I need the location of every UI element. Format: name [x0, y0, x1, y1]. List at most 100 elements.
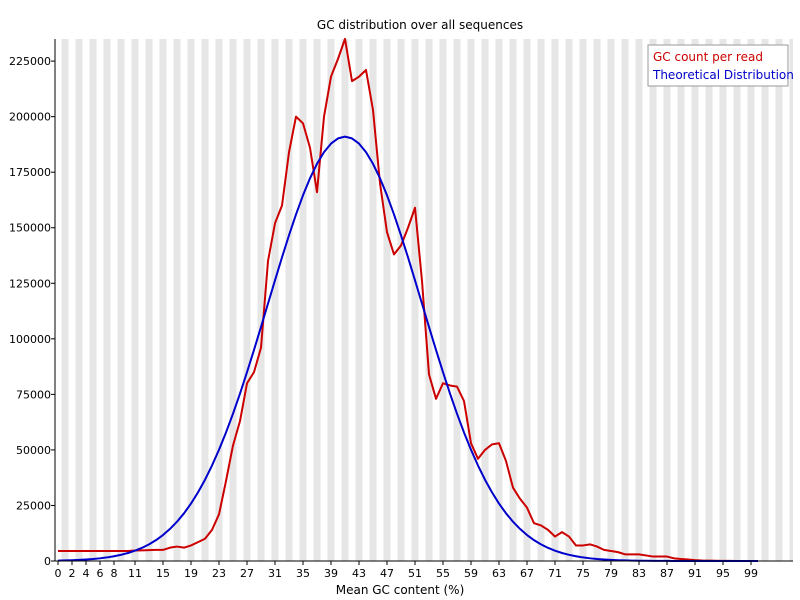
grid-band [215, 39, 223, 561]
y-ticks: 0 25000 50000 75000 100000 125000 150000 175000… [9, 55, 55, 568]
grid-band [271, 39, 279, 561]
grid-band [439, 39, 447, 561]
grid-band [355, 39, 363, 561]
grid-band [551, 39, 559, 561]
y-tick-label: 150000 [9, 222, 51, 235]
grid-band [131, 39, 139, 561]
legend: GC count per read Theoretical Distributio… [647, 44, 794, 87]
grid-band [257, 39, 265, 561]
x-tick-label: 79 [604, 567, 618, 580]
y-tick-label: 25000 [16, 499, 51, 512]
grid-band [691, 39, 699, 561]
x-tick-label: 47 [380, 567, 394, 580]
x-tick-label: 99 [744, 567, 758, 580]
y-tick-label: 200000 [9, 111, 51, 124]
grid-band [229, 39, 237, 561]
x-tick-label: 11 [128, 567, 142, 580]
x-tick-label: 6 [97, 567, 104, 580]
grid-band [775, 39, 783, 561]
grid-band [523, 39, 531, 561]
grid-band [425, 39, 433, 561]
y-tick-label: 0 [44, 555, 51, 568]
y-tick-label: 175000 [9, 166, 51, 179]
x-ticks: 0 2 4 6 8 11 15 19 23 27 31 35 39 43 47 51 55 59 63 67 71 75 7… [55, 561, 758, 580]
x-tick-label: 91 [688, 567, 702, 580]
legend-entry: Theoretical Distribution [652, 68, 794, 82]
grid-band [369, 39, 377, 561]
grid-band [411, 39, 419, 561]
x-tick-label: 87 [660, 567, 674, 580]
x-tick-label: 51 [408, 567, 422, 580]
x-tick-label: 23 [212, 567, 226, 580]
x-tick-label: 19 [184, 567, 198, 580]
grid-band [761, 39, 769, 561]
grid-band [663, 39, 671, 561]
grid-band [145, 39, 153, 561]
grid-band [453, 39, 461, 561]
grid-band [607, 39, 615, 561]
grid-band [565, 39, 573, 561]
grid-band [635, 39, 643, 561]
grid-band [579, 39, 587, 561]
chart-title: GC distribution over all sequences [317, 18, 523, 32]
grid-band [467, 39, 475, 561]
grid-band [649, 39, 657, 561]
x-tick-label: 83 [632, 567, 646, 580]
grid-band [789, 39, 793, 561]
grid-band [159, 39, 167, 561]
grid-band [719, 39, 727, 561]
grid-band [397, 39, 405, 561]
series-gc-count-per-read [58, 37, 759, 562]
grid-band [243, 39, 251, 561]
grid-band [509, 39, 517, 561]
y-tick-label: 75000 [16, 388, 51, 401]
x-tick-label: 59 [464, 567, 478, 580]
legend-box [647, 44, 789, 87]
grid-band [677, 39, 685, 561]
grid-band [299, 39, 307, 561]
grid-band [383, 39, 391, 561]
x-tick-label: 31 [268, 567, 282, 580]
x-tick-label: 15 [156, 567, 170, 580]
grid-band [89, 39, 97, 561]
grid-band [75, 39, 83, 561]
y-tick-label: 125000 [9, 277, 51, 290]
x-tick-label: 95 [716, 567, 730, 580]
grid-band [187, 39, 195, 561]
x-tick-label: 43 [352, 567, 366, 580]
grid-band [621, 39, 629, 561]
y-tick-label: 100000 [9, 333, 51, 346]
grid-band [341, 39, 349, 561]
grid-band [285, 39, 293, 561]
grid-band [327, 39, 335, 561]
x-tick-label: 63 [492, 567, 506, 580]
x-tick-label: 67 [520, 567, 534, 580]
x-tick-label: 27 [240, 567, 254, 580]
grid-band [61, 39, 69, 561]
y-tick-label: 225000 [9, 55, 51, 68]
x-tick-label: 2 [69, 567, 76, 580]
x-tick-label: 39 [324, 567, 338, 580]
x-tick-label: 55 [436, 567, 450, 580]
grid-bands [61, 39, 793, 561]
x-tick-label: 8 [111, 567, 118, 580]
grid-band [593, 39, 601, 561]
x-axis-label: Mean GC content (%) [336, 583, 465, 597]
x-tick-label: 75 [576, 567, 590, 580]
grid-band [481, 39, 489, 561]
grid-band [313, 39, 321, 561]
grid-band [495, 39, 503, 561]
grid-band [705, 39, 713, 561]
x-tick-label: 0 [55, 567, 62, 580]
grid-band [733, 39, 741, 561]
x-tick-label: 35 [296, 567, 310, 580]
grid-band [103, 39, 111, 561]
legend-entry: GC count per read [653, 50, 763, 64]
x-tick-label: 4 [83, 567, 90, 580]
grid-band [537, 39, 545, 561]
grid-band [747, 39, 755, 561]
y-tick-label: 50000 [16, 444, 51, 457]
grid-band [117, 39, 125, 561]
x-tick-label: 71 [548, 567, 562, 580]
